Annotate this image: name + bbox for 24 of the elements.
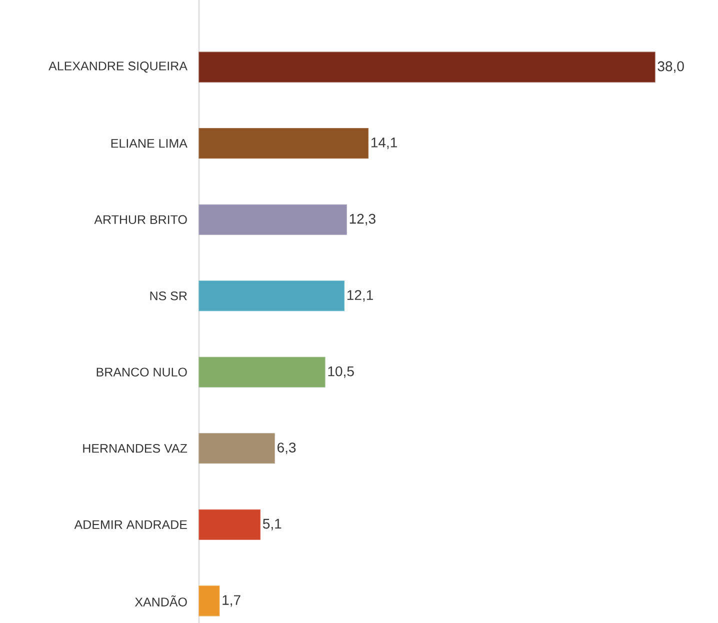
y-tick-label: BRANCO NULO xyxy=(96,368,187,377)
y-tick-label: XANDÃO xyxy=(134,595,187,606)
data-label: 12,1 xyxy=(347,290,373,302)
data-label: 14,1 xyxy=(371,138,397,150)
bar xyxy=(198,204,347,235)
bar xyxy=(198,433,275,464)
data-label: 1,7 xyxy=(222,595,240,607)
bar xyxy=(198,128,369,159)
bar xyxy=(198,509,261,540)
y-tick-label: ARTHUR BRITO xyxy=(94,215,187,224)
bar xyxy=(198,280,345,312)
data-label: 38,0 xyxy=(658,61,684,73)
bar xyxy=(198,356,326,388)
y-tick-label: ELIANE LIMA xyxy=(111,139,188,148)
data-label: 12,3 xyxy=(350,214,376,226)
y-tick-label: ALEXANDRE SIQUEIRA xyxy=(48,62,188,73)
data-label: 6,3 xyxy=(278,442,296,454)
y-tick-label: NS SR xyxy=(150,291,187,300)
bar xyxy=(198,52,656,82)
bar xyxy=(198,586,220,616)
data-label: 5,1 xyxy=(262,518,282,530)
y-tick-label: HERNANDES VAZ xyxy=(83,444,188,453)
y-tick-label: ADEMIR ANDRADE xyxy=(74,520,187,529)
data-label: 10,5 xyxy=(328,366,354,378)
